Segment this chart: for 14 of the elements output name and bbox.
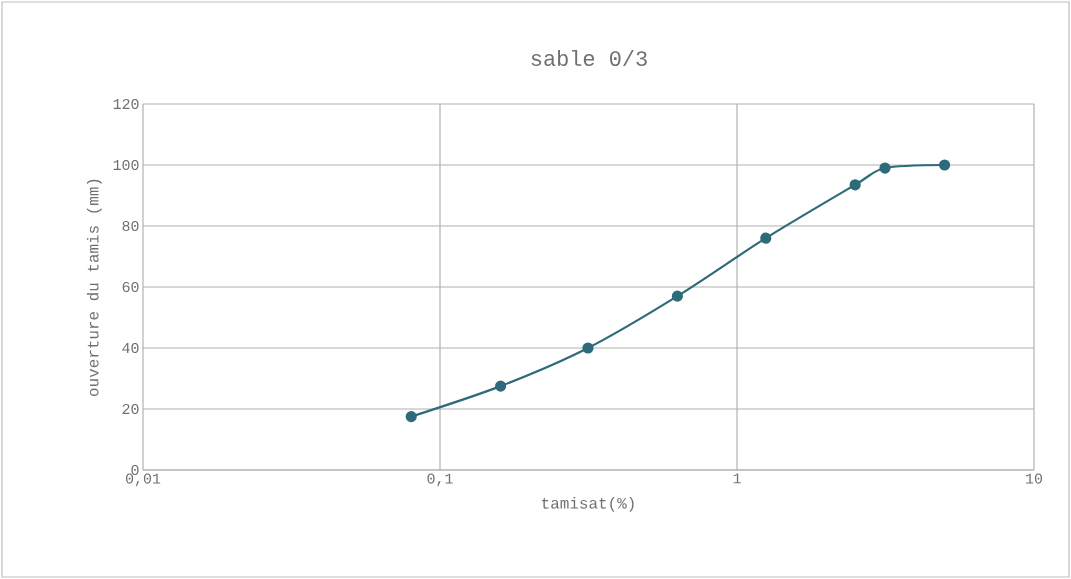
y-tick-label: 80: [122, 220, 139, 232]
y-axis-title: ouverture du tamis (mm): [86, 179, 102, 396]
x-tick-label: 0,1: [427, 473, 453, 487]
y-tick-label: 20: [122, 403, 139, 415]
y-tick-label: 60: [122, 281, 139, 293]
x-tick-label: 10: [1026, 473, 1043, 484]
y-tick-label: 100: [113, 159, 139, 171]
y-tick-label: 40: [122, 342, 139, 354]
y-tick-label: 0: [131, 464, 139, 476]
x-tick-label: 0,01: [125, 473, 161, 487]
x-axis-title: tamisat(%): [542, 496, 634, 512]
y-tick-label: 120: [113, 98, 139, 110]
x-tick-label: 1: [733, 473, 741, 484]
chart-title: sable 0/3: [531, 49, 647, 67]
